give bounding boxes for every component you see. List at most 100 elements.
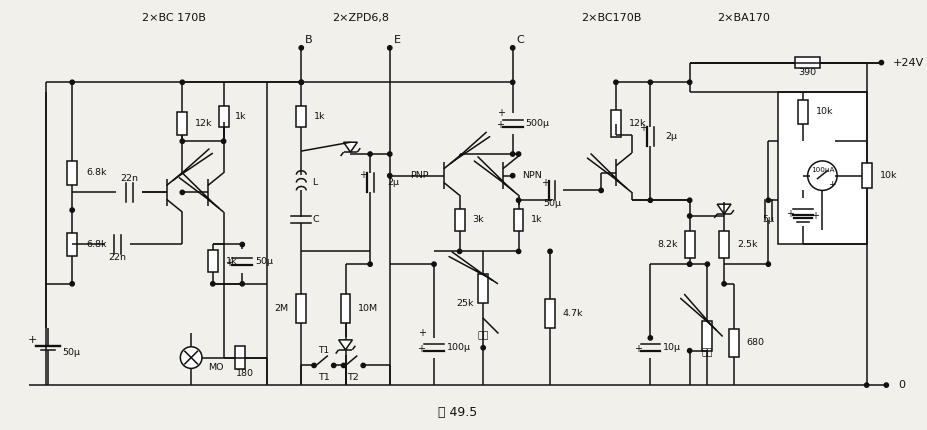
FancyBboxPatch shape — [477, 274, 488, 304]
Text: T1: T1 — [318, 373, 329, 382]
Text: MO: MO — [208, 363, 223, 372]
FancyBboxPatch shape — [718, 231, 729, 258]
Text: 1k: 1k — [313, 112, 325, 121]
Circle shape — [387, 152, 391, 156]
Polygon shape — [717, 204, 730, 214]
Circle shape — [766, 262, 769, 266]
Circle shape — [687, 262, 692, 266]
Circle shape — [687, 262, 692, 266]
Text: 校准: 校准 — [701, 348, 712, 357]
Text: 180: 180 — [236, 369, 254, 378]
Text: 100μ: 100μ — [446, 343, 470, 352]
Text: 10μ: 10μ — [663, 343, 680, 352]
Circle shape — [510, 80, 514, 84]
Circle shape — [298, 80, 303, 84]
Text: 校准: 校准 — [476, 332, 489, 341]
Circle shape — [240, 243, 244, 247]
Circle shape — [480, 346, 485, 350]
Circle shape — [510, 174, 514, 178]
Text: 2×BC 170B: 2×BC 170B — [142, 13, 205, 23]
Circle shape — [210, 282, 215, 286]
Circle shape — [431, 262, 436, 266]
Text: 4.7k: 4.7k — [562, 309, 583, 318]
Text: +: + — [225, 258, 234, 268]
Text: 2μ: 2μ — [665, 132, 677, 141]
Text: 1k: 1k — [531, 215, 542, 224]
FancyBboxPatch shape — [67, 233, 77, 256]
Circle shape — [515, 152, 520, 156]
Circle shape — [647, 336, 652, 340]
Text: 8.2k: 8.2k — [656, 240, 677, 249]
FancyBboxPatch shape — [610, 110, 620, 137]
FancyBboxPatch shape — [208, 250, 218, 272]
Text: 1k: 1k — [235, 112, 247, 121]
Circle shape — [180, 139, 184, 144]
Text: 10k: 10k — [880, 171, 897, 180]
Text: 6.8k: 6.8k — [86, 168, 107, 177]
FancyBboxPatch shape — [67, 161, 77, 184]
FancyBboxPatch shape — [778, 92, 866, 245]
Text: 2×ZPD6,8: 2×ZPD6,8 — [332, 13, 388, 23]
FancyBboxPatch shape — [235, 346, 245, 369]
FancyBboxPatch shape — [177, 112, 187, 135]
Text: 12k: 12k — [628, 119, 645, 128]
Text: +: + — [496, 108, 504, 118]
Circle shape — [298, 46, 303, 50]
Polygon shape — [338, 340, 352, 350]
Text: +24V: +24V — [893, 58, 923, 68]
Text: 25k: 25k — [455, 299, 473, 308]
Circle shape — [687, 198, 692, 203]
Text: +: + — [828, 180, 835, 189]
Circle shape — [647, 80, 652, 84]
FancyBboxPatch shape — [514, 209, 523, 231]
Text: +: + — [495, 120, 503, 130]
Circle shape — [647, 198, 652, 203]
Text: +: + — [359, 170, 366, 180]
Text: 22n: 22n — [121, 174, 138, 183]
Circle shape — [510, 46, 514, 50]
Circle shape — [70, 208, 74, 212]
Text: +: + — [633, 344, 641, 354]
Text: 2μ: 2μ — [387, 178, 399, 187]
Circle shape — [298, 80, 303, 84]
Circle shape — [367, 152, 372, 156]
Text: 10M: 10M — [358, 304, 378, 313]
FancyBboxPatch shape — [702, 321, 712, 351]
Circle shape — [515, 198, 520, 203]
FancyBboxPatch shape — [797, 100, 806, 123]
Text: +: + — [417, 344, 425, 354]
Text: 2×BA170: 2×BA170 — [717, 13, 769, 23]
Circle shape — [687, 80, 692, 84]
FancyBboxPatch shape — [684, 231, 693, 258]
Circle shape — [613, 80, 617, 84]
FancyBboxPatch shape — [861, 163, 870, 188]
Circle shape — [331, 363, 336, 368]
Circle shape — [687, 214, 692, 218]
Text: 10k: 10k — [815, 107, 832, 116]
Circle shape — [878, 61, 883, 65]
Text: 50μ: 50μ — [62, 348, 81, 357]
Text: 680: 680 — [746, 338, 764, 347]
Circle shape — [387, 174, 391, 178]
Text: 0: 0 — [897, 380, 904, 390]
Text: +: + — [28, 335, 37, 345]
FancyBboxPatch shape — [219, 106, 228, 127]
Text: 50μ: 50μ — [542, 199, 561, 208]
Circle shape — [387, 46, 391, 50]
Circle shape — [240, 282, 244, 286]
Text: 2M: 2M — [274, 304, 288, 313]
Text: 390: 390 — [798, 68, 816, 77]
FancyBboxPatch shape — [296, 106, 306, 127]
Circle shape — [361, 363, 365, 368]
Text: 6.8k: 6.8k — [86, 240, 107, 249]
Polygon shape — [343, 142, 357, 152]
FancyBboxPatch shape — [454, 209, 464, 231]
Text: C: C — [516, 35, 524, 45]
Circle shape — [766, 198, 769, 203]
Text: 图 49.5: 图 49.5 — [438, 406, 476, 419]
Text: 1k: 1k — [225, 257, 236, 266]
Text: E: E — [393, 35, 400, 45]
Text: 2×BC170B: 2×BC170B — [580, 13, 641, 23]
Circle shape — [341, 363, 346, 368]
Text: 50μ: 50μ — [255, 257, 273, 266]
